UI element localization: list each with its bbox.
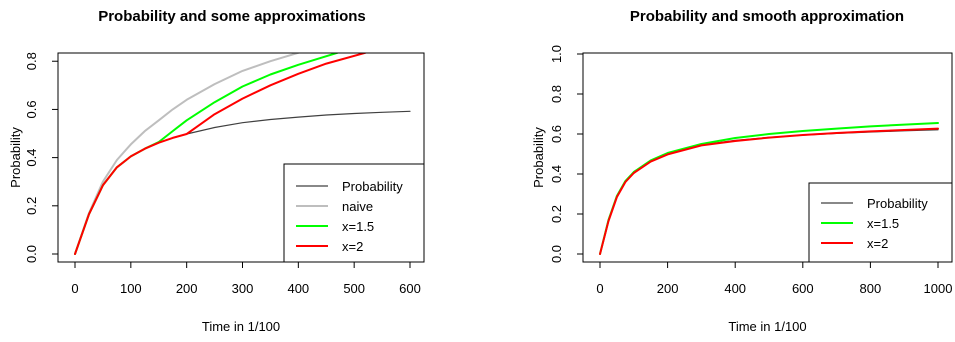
y-tick-label: 0.4 — [549, 165, 564, 183]
y-tick-label: 0.4 — [24, 149, 39, 167]
legend-entry: Probability — [342, 179, 403, 194]
x-tick-label: 0 — [596, 281, 603, 296]
legend-entry: x=2 — [867, 236, 888, 251]
y-tick-label: 0.0 — [24, 245, 39, 263]
legend-entry: Probability — [867, 196, 928, 211]
y-tick-label: 1.0 — [549, 45, 564, 63]
x-axis-label: Time in 1/100 — [728, 319, 806, 334]
x-tick-label: 800 — [860, 281, 882, 296]
x-tick-label: 1000 — [924, 281, 953, 296]
x-tick-label: 0 — [71, 281, 78, 296]
y-tick-label: 0.6 — [549, 125, 564, 143]
y-tick-label: 0.8 — [24, 52, 39, 70]
y-tick-label: 0.2 — [24, 197, 39, 215]
legend: Probability naive x=1.5 x=2 — [283, 163, 425, 263]
chart-title: Probability and smooth approximation — [630, 8, 904, 25]
legend: Probability x=1.5 x=2 — [808, 182, 953, 263]
series-line-x-2 — [599, 127, 939, 255]
series-line-naive — [74, 53, 300, 255]
x-tick-label: 400 — [287, 281, 309, 296]
y-axis-label: Probability — [8, 127, 23, 188]
y-tick-label: 0.2 — [549, 205, 564, 223]
left-chart-panel: Probability and some approximations 0 100 2… — [8, 8, 425, 334]
legend-entry: x=1.5 — [867, 216, 899, 231]
right-chart-panel: Probability and smooth approximation 0 200… — [531, 8, 953, 334]
y-tick-label: 0.6 — [24, 100, 39, 118]
x-tick-label: 300 — [232, 281, 254, 296]
chart-title: Probability and some approximations — [98, 8, 366, 25]
y-tick-label: 0.8 — [549, 85, 564, 103]
y-tick-label: 0.0 — [549, 245, 564, 263]
legend-entry: x=2 — [342, 239, 363, 254]
x-tick-label: 600 — [399, 281, 421, 296]
x-tick-label: 500 — [343, 281, 365, 296]
series-line-x-2 — [74, 53, 367, 255]
x-tick-label: 200 — [657, 281, 679, 296]
legend-entry: naive — [342, 199, 373, 214]
x-tick-label: 200 — [176, 281, 198, 296]
x-axis-label: Time in 1/100 — [202, 319, 280, 334]
x-tick-label: 400 — [724, 281, 746, 296]
legend-entry: x=1.5 — [342, 219, 374, 234]
x-tick-label: 100 — [120, 281, 142, 296]
y-axis-label: Probability — [531, 127, 546, 188]
x-tick-label: 600 — [792, 281, 814, 296]
